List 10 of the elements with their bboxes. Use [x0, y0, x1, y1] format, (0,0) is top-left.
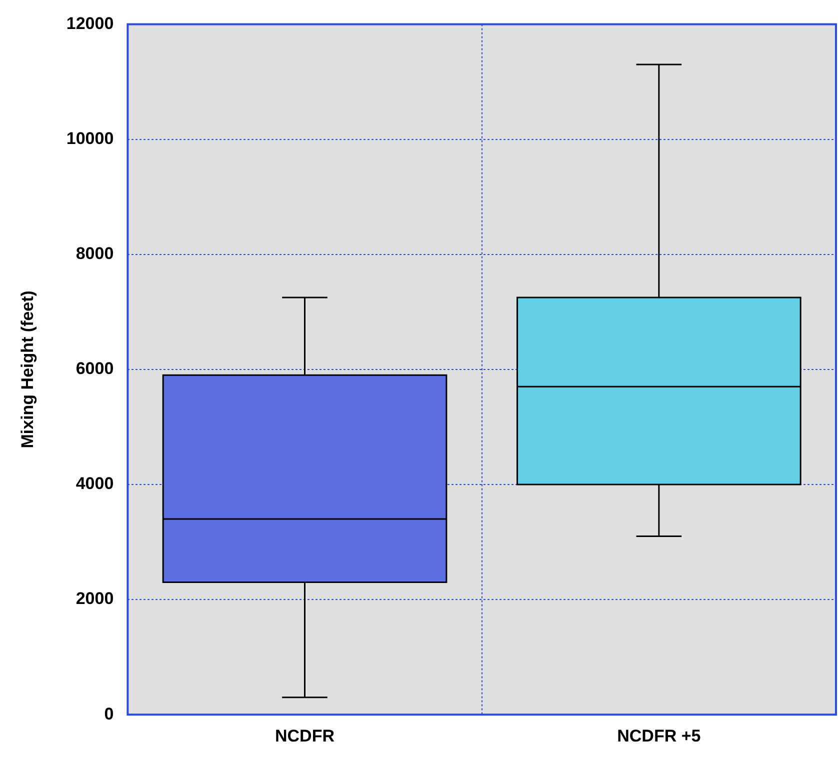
y-tick-label: 0: [104, 704, 114, 724]
y-tick-label: 2000: [76, 589, 114, 608]
y-axis-title: Mixing Height (feet): [18, 290, 37, 448]
x-tick-label: NCDFR +5: [617, 726, 701, 746]
y-tick-label: 12000: [66, 14, 114, 33]
y-tick-label: 8000: [76, 244, 114, 264]
y-tick-label: 6000: [76, 359, 114, 378]
y-tick-label: 4000: [76, 474, 114, 494]
y-tick-label: 10000: [66, 128, 114, 148]
x-tick-label: NCDFR: [275, 726, 335, 746]
